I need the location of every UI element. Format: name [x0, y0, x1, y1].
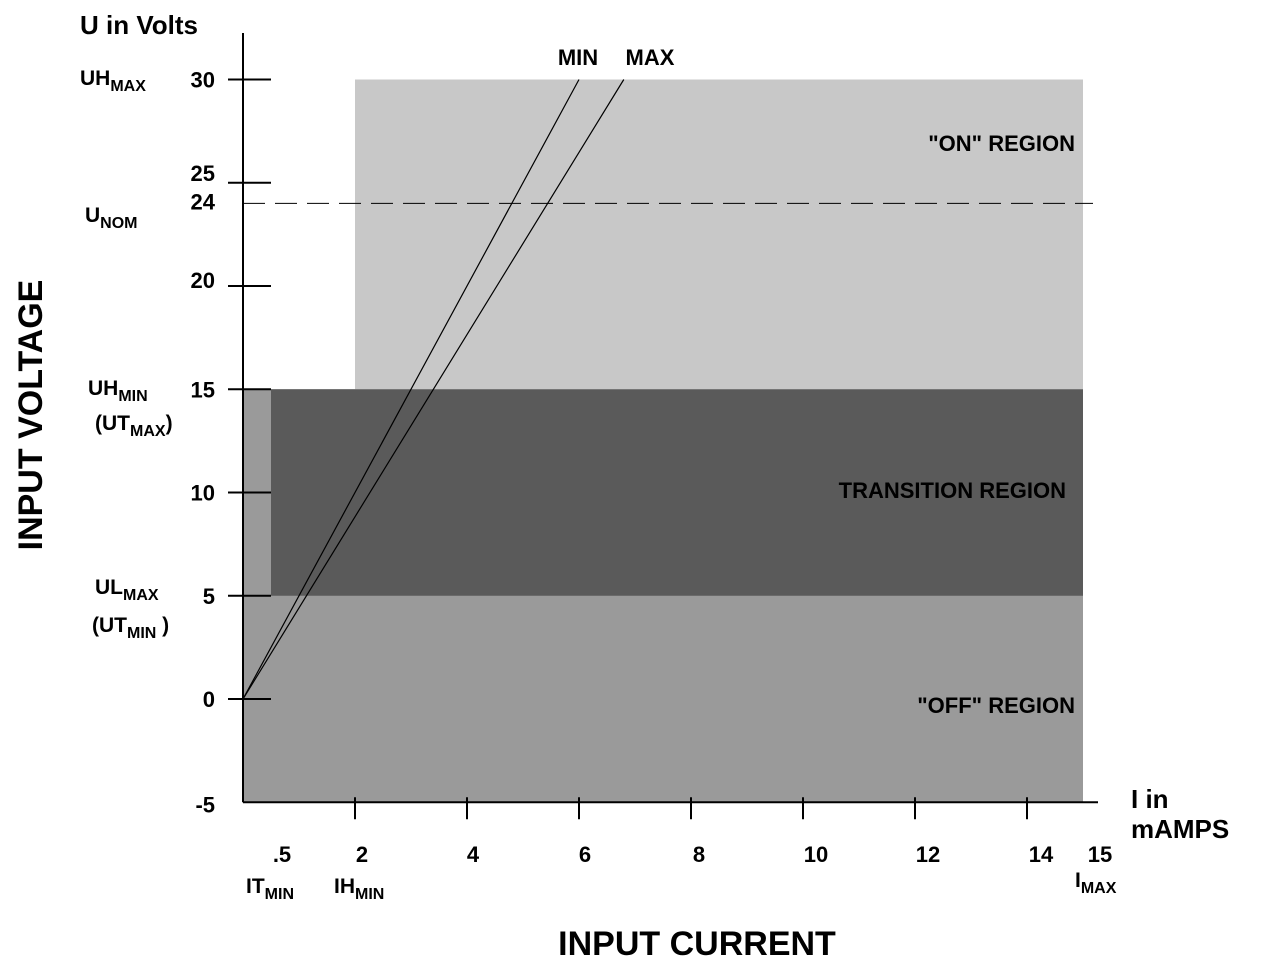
- x-tick-label-14: 14: [1029, 842, 1054, 867]
- marker-ut-min: (UTMIN ): [92, 614, 169, 642]
- x-unit-label-line2: mAMPS: [1131, 814, 1229, 844]
- marker-ih-min: IHMIN: [334, 875, 384, 903]
- y-tick-label-20: 20: [191, 268, 215, 293]
- x-axis-title: INPUT CURRENT: [558, 925, 836, 963]
- y-tick-label-25: 25: [191, 161, 215, 186]
- series-label-min: MIN: [558, 45, 598, 70]
- marker-i-max: IMAX: [1075, 869, 1117, 897]
- x-tick-label-8: 8: [693, 842, 705, 867]
- y-unit-label: U in Volts: [80, 10, 198, 40]
- on-region-label: "ON" REGION: [928, 131, 1075, 156]
- x-tick-label-2: 2: [356, 842, 368, 867]
- y-tick-label-10: 10: [191, 481, 215, 506]
- x-tick-label-4: 4: [467, 842, 480, 867]
- series-line-max: [243, 79, 625, 701]
- y-axis-title: INPUT VOLTAGE: [12, 280, 50, 551]
- marker-u-nom: UNOM: [85, 204, 138, 232]
- on-region: [355, 79, 1083, 390]
- y-tick-label-15: 15: [191, 377, 215, 402]
- x-tick-label-0_5: .5: [273, 842, 291, 867]
- marker-uh-max: UHMAX: [80, 67, 146, 95]
- marker-ul-max: ULMAX: [95, 576, 159, 604]
- series-line-min: [243, 79, 580, 701]
- transition-region-label: TRANSITION REGION: [839, 478, 1066, 503]
- marker-ut-max: (UTMAX): [95, 412, 173, 440]
- series-group: [243, 79, 625, 701]
- y-tick-label--5: -5: [195, 792, 215, 817]
- off-region-label: "OFF" REGION: [917, 693, 1075, 718]
- x-tick-label-12: 12: [916, 842, 940, 867]
- marker-uh-min: UHMIN: [88, 377, 148, 405]
- x-unit-label-line1: I in: [1131, 784, 1169, 814]
- marker-it-min: ITMIN: [246, 875, 294, 903]
- y-tick-label-0: 0: [203, 687, 215, 712]
- x-tick-label-6: 6: [579, 842, 591, 867]
- y-tick-label-24: 24: [191, 189, 216, 214]
- series-label-max: MAX: [626, 45, 675, 70]
- transition-region: [271, 389, 1083, 596]
- x-tick-label-10: 10: [804, 842, 828, 867]
- x-tick-label-15: 15: [1088, 842, 1112, 867]
- y-tick-label-30: 30: [191, 68, 215, 93]
- y-tick-label-5: 5: [203, 584, 215, 609]
